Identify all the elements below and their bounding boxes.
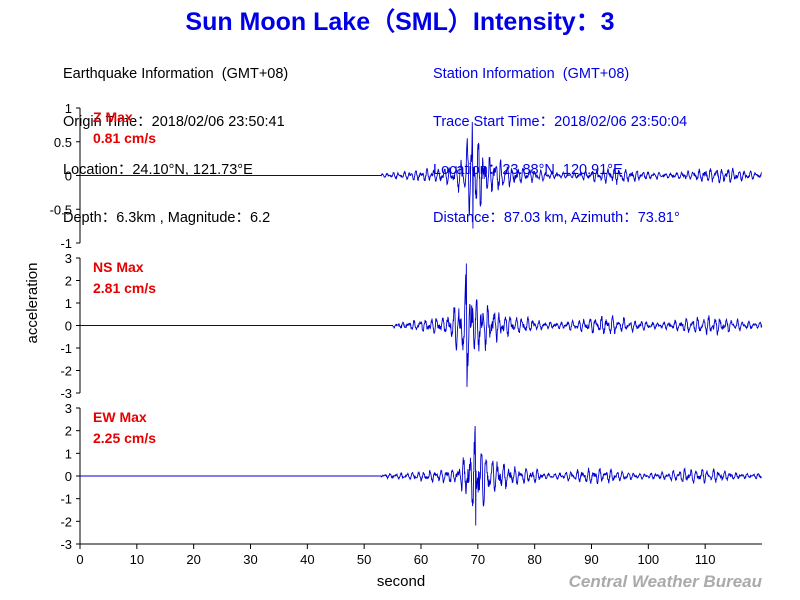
y-tick-label-ew: -1: [60, 492, 72, 507]
y-tick-label-z: 0: [65, 169, 72, 184]
origin-time: Origin Time：2018/02/06 23:50:41: [63, 114, 285, 130]
y-tick-label-ns: 1: [65, 296, 72, 311]
x-tick-label: 70: [471, 552, 485, 567]
x-tick-label: 10: [130, 552, 144, 567]
x-axis-label: second: [377, 573, 425, 590]
max-label-ns: NS Max: [93, 259, 144, 275]
x-tick-label: 110: [695, 552, 716, 567]
epicenter-location: Location：24.10°N, 121.73°E: [63, 162, 253, 178]
y-tick-label-ns: -3: [60, 386, 72, 401]
y-tick-label-ns: 2: [65, 274, 72, 289]
x-tick-label: 40: [300, 552, 314, 567]
y-tick-label-ew: 2: [65, 424, 72, 439]
station-info-header: Station Information (GMT+08): [433, 66, 630, 82]
station-info: Station Information (GMT+08) Trace Start…: [433, 34, 687, 242]
y-tick-label-ew: 0: [65, 469, 72, 484]
credit-label: Central Weather Bureau: [569, 572, 763, 591]
y-tick-label-z: -1: [60, 236, 72, 251]
x-tick-label: 100: [637, 552, 659, 567]
y-tick-label-z: 1: [65, 101, 72, 116]
trace-start-time: Trace Start Time：2018/02/06 23:50:04: [433, 114, 688, 130]
earthquake-info: Earthquake Information (GMT+08) Origin T…: [63, 34, 288, 242]
max-value-z: 0.81 cm/s: [93, 130, 156, 146]
earthquake-info-header: Earthquake Information (GMT+08): [63, 66, 289, 82]
y-tick-label-ns: 3: [65, 251, 72, 266]
max-label-ew: EW Max: [93, 409, 147, 425]
x-tick-label: 90: [584, 552, 598, 567]
trace-ew: [80, 426, 762, 526]
y-tick-label-ns: -2: [60, 364, 72, 379]
y-tick-label-z: -0.5: [50, 202, 72, 217]
depth-magnitude: Depth：6.3km , Magnitude：6.2: [63, 210, 271, 226]
y-tick-label-z: 0.5: [54, 135, 72, 150]
x-tick-label: 30: [243, 552, 257, 567]
max-label-z: Z Max: [93, 109, 133, 125]
x-tick-label: 80: [527, 552, 541, 567]
y-tick-label-ns: -1: [60, 341, 72, 356]
y-tick-label-ew: 3: [65, 401, 72, 416]
max-value-ew: 2.25 cm/s: [93, 430, 156, 446]
x-tick-label: 60: [414, 552, 428, 567]
max-value-ns: 2.81 cm/s: [93, 280, 156, 296]
y-tick-label-ew: -3: [60, 537, 72, 552]
y-axis-label: acceleration: [24, 263, 41, 344]
x-tick-label: 50: [357, 552, 371, 567]
x-tick-label: 20: [186, 552, 200, 567]
y-tick-label-ew: 1: [65, 446, 72, 461]
trace-ns: [80, 263, 763, 387]
x-tick-label: 0: [76, 552, 83, 567]
y-tick-label-ew: -2: [60, 514, 72, 529]
trace-z: [80, 121, 762, 229]
y-tick-label-ns: 0: [65, 319, 72, 334]
station-distance: Distance：87.03 km, Azimuth：73.81°: [433, 210, 680, 226]
chart-title: Sun Moon Lake（SML）Intensity：3: [185, 8, 615, 36]
